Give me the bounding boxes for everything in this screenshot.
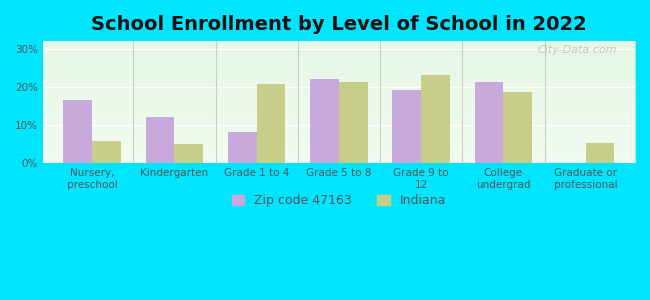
Bar bbox=[421, 76, 450, 163]
Bar bbox=[339, 82, 368, 163]
Bar bbox=[310, 79, 339, 163]
Bar bbox=[393, 90, 421, 163]
Bar bbox=[146, 117, 174, 163]
Bar bbox=[174, 144, 203, 163]
Title: School Enrollment by Level of School in 2022: School Enrollment by Level of School in … bbox=[91, 15, 587, 34]
Bar bbox=[228, 132, 257, 163]
Legend: Zip code 47163, Indiana: Zip code 47163, Indiana bbox=[227, 189, 451, 212]
Text: City-Data.com: City-Data.com bbox=[538, 45, 618, 55]
Bar bbox=[257, 84, 285, 163]
Bar bbox=[586, 143, 614, 163]
Bar bbox=[503, 92, 532, 163]
Bar bbox=[92, 141, 121, 163]
Bar bbox=[474, 82, 503, 163]
Bar bbox=[64, 100, 92, 163]
